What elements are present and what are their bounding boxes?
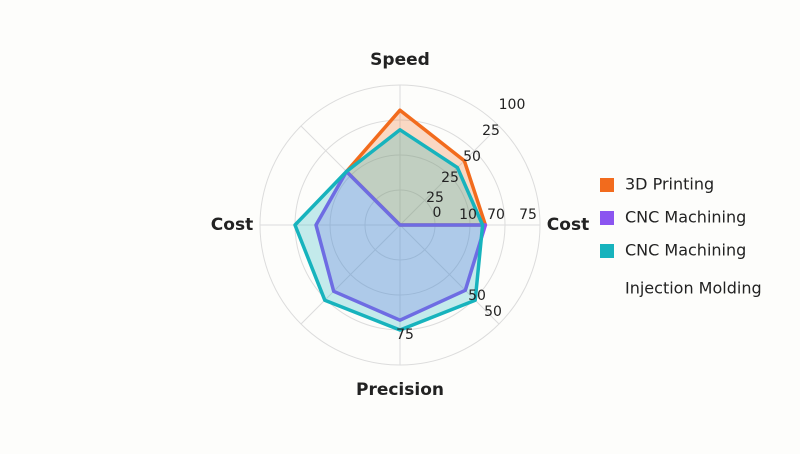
category-label: Speed <box>370 50 430 70</box>
spoke <box>399 224 500 325</box>
legend-label: 3D Printing <box>625 175 714 194</box>
annotation: 100 <box>499 97 526 113</box>
annotation: 0 <box>433 205 442 221</box>
annotation: 75 <box>396 327 414 343</box>
annotation: 50 <box>463 149 481 165</box>
legend-label: CNC Machining <box>625 208 746 227</box>
series-area <box>293 128 485 332</box>
annotation: 25 <box>426 190 444 206</box>
annotation: 25 <box>441 170 459 186</box>
legend-swatch <box>600 211 614 225</box>
annotation: 70 <box>487 207 505 223</box>
annotation: 50 <box>468 288 486 304</box>
spoke <box>300 224 401 325</box>
legend-label: Injection Molding <box>625 279 762 298</box>
annotation: 25 <box>482 123 500 139</box>
legend-label: CNC Machining <box>625 241 746 260</box>
category-label: Precision <box>356 380 444 400</box>
legend-swatch <box>600 178 614 192</box>
category-label: Cost <box>547 215 589 235</box>
spoke <box>399 125 500 226</box>
annotation: 50 <box>484 304 502 320</box>
category-label: Cost <box>211 215 253 235</box>
annotation: 10 <box>459 207 477 223</box>
annotation: 75 <box>519 207 537 223</box>
legend-swatch <box>600 244 614 258</box>
